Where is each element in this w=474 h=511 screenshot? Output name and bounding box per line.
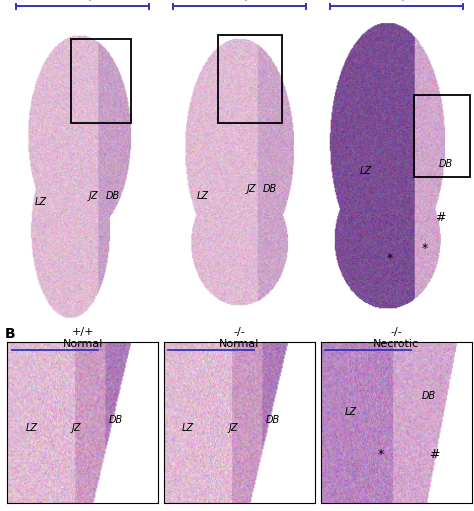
Text: 2000 μm: 2000 μm bbox=[376, 0, 416, 1]
Text: LZ: LZ bbox=[360, 166, 372, 176]
Text: B: B bbox=[5, 328, 15, 341]
Text: LZ: LZ bbox=[182, 423, 194, 433]
Text: -/-
Normal: -/- Normal bbox=[219, 327, 260, 349]
Text: DB: DB bbox=[263, 184, 277, 195]
Text: JZ: JZ bbox=[246, 184, 256, 195]
Text: -/-
Necrotic: -/- Necrotic bbox=[373, 327, 419, 349]
Text: 2000 μm: 2000 μm bbox=[63, 0, 103, 1]
Text: LZ: LZ bbox=[197, 191, 209, 201]
Bar bbox=[218, 35, 282, 123]
Text: LZ: LZ bbox=[25, 423, 37, 433]
Text: DB: DB bbox=[109, 415, 123, 425]
Text: LZ: LZ bbox=[345, 407, 357, 417]
Text: +/+
Normal: +/+ Normal bbox=[63, 327, 103, 349]
Text: *: * bbox=[387, 251, 393, 265]
Text: JZ: JZ bbox=[72, 423, 82, 433]
Text: DB: DB bbox=[422, 391, 437, 401]
Text: DB: DB bbox=[265, 415, 280, 425]
Text: DB: DB bbox=[439, 159, 453, 169]
Text: #: # bbox=[428, 448, 439, 461]
Text: JZ: JZ bbox=[228, 423, 238, 433]
Text: 2000 μm: 2000 μm bbox=[219, 0, 259, 1]
Text: #: # bbox=[435, 211, 445, 224]
Text: JZ: JZ bbox=[89, 191, 98, 201]
Text: *: * bbox=[422, 242, 428, 255]
Bar bbox=[71, 38, 131, 123]
Text: DB: DB bbox=[106, 191, 120, 201]
Bar bbox=[414, 95, 470, 177]
Text: LZ: LZ bbox=[34, 197, 46, 207]
Text: *: * bbox=[378, 448, 384, 461]
